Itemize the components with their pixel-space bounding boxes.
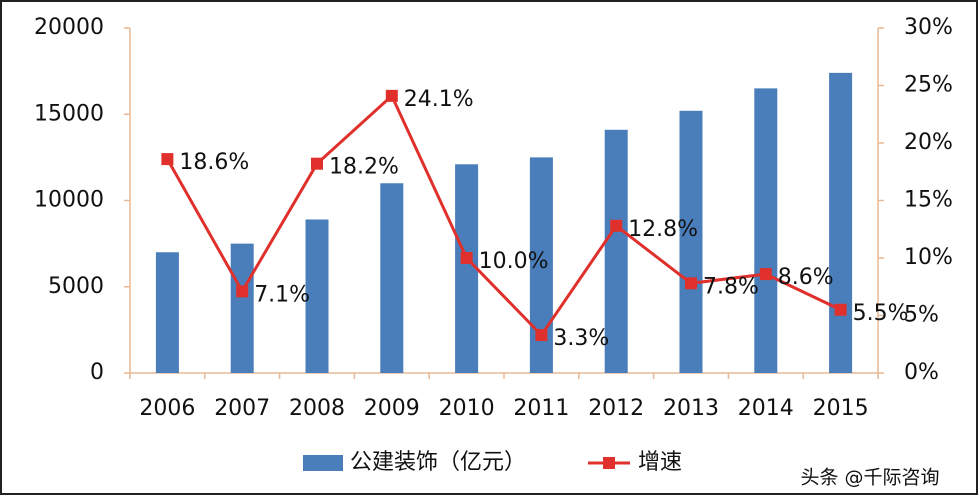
legend-label: 增速 xyxy=(638,450,682,475)
legend-label: 公建装饰（亿元） xyxy=(350,450,526,475)
bar xyxy=(829,72,853,373)
data-label: 18.6% xyxy=(179,150,249,175)
line-marker xyxy=(460,252,473,264)
bar xyxy=(754,88,778,373)
data-label: 24.1% xyxy=(404,87,474,112)
y2-tick-label: 5% xyxy=(904,303,939,328)
x-tick-label: 2009 xyxy=(364,396,420,421)
x-tick-label: 2015 xyxy=(813,396,869,421)
y-tick-label: 0 xyxy=(90,360,104,385)
line xyxy=(166,93,842,338)
y2-tick-label: 20% xyxy=(904,130,953,155)
legend-swatch xyxy=(303,455,343,471)
y2-tick-label: 10% xyxy=(904,245,953,270)
bar xyxy=(455,164,479,373)
x-tick-label: 2006 xyxy=(139,396,195,421)
y2-tick-label: 0% xyxy=(904,360,939,385)
bar xyxy=(380,183,404,373)
x-tick-label: 2013 xyxy=(663,396,719,421)
watermark: 头条 @千际咨询 xyxy=(800,467,939,489)
y-tick-label: 10000 xyxy=(34,188,104,213)
line-marker xyxy=(759,268,772,281)
y-tick-label: 15000 xyxy=(34,101,104,126)
data-label: 12.8% xyxy=(628,217,698,242)
y-tick-label: 5000 xyxy=(48,274,104,299)
bar xyxy=(305,219,329,373)
bar xyxy=(230,243,254,373)
bar xyxy=(155,252,179,373)
data-label: 5.5% xyxy=(853,301,909,326)
data-label: 8.6% xyxy=(778,265,834,290)
data-label: 10.0% xyxy=(479,249,549,274)
y2-tick-label: 15% xyxy=(904,188,953,213)
line-marker xyxy=(311,157,323,170)
bar xyxy=(679,110,703,374)
y2-tick-label: 30% xyxy=(904,15,953,40)
y-tick-label: 20000 xyxy=(34,15,104,40)
bar xyxy=(604,129,628,373)
line-marker xyxy=(834,303,847,316)
line-marker xyxy=(610,219,623,232)
line-marker xyxy=(236,285,249,298)
line-marker xyxy=(535,329,548,342)
line-marker xyxy=(685,277,697,290)
x-tick-label: 2007 xyxy=(214,396,270,421)
y2-tick-label: 25% xyxy=(904,73,953,98)
data-label: 7.1% xyxy=(254,282,310,307)
legend-swatch xyxy=(603,457,615,469)
x-tick-label: 2014 xyxy=(738,396,794,421)
x-tick-label: 2010 xyxy=(439,396,495,421)
data-label: 18.2% xyxy=(329,155,399,180)
x-tick-label: 2011 xyxy=(513,396,569,421)
line-marker xyxy=(161,153,174,166)
x-tick-label: 2012 xyxy=(588,396,644,421)
x-tick-label: 2008 xyxy=(289,396,345,421)
data-label: 7.8% xyxy=(703,274,759,299)
bar xyxy=(529,157,553,373)
data-label: 3.3% xyxy=(553,326,609,351)
line-marker xyxy=(385,89,398,102)
